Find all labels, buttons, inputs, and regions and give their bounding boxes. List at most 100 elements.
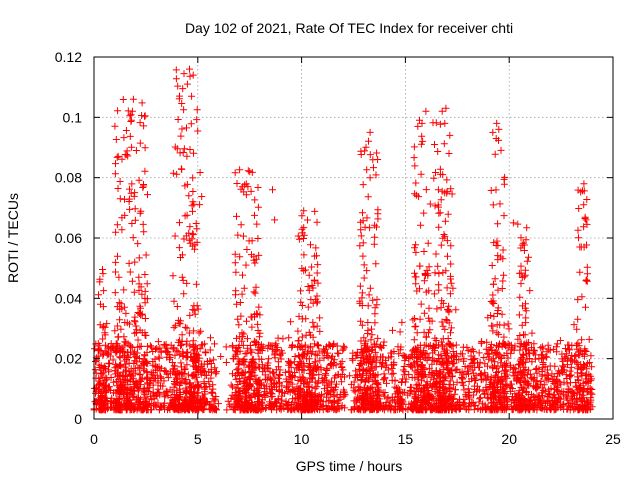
- data-point: [573, 325, 581, 333]
- data-point: [565, 399, 573, 407]
- data-point: [300, 207, 308, 215]
- data-point: [118, 383, 126, 391]
- data-point: [130, 360, 138, 367]
- data-point: [575, 406, 583, 413]
- data-point: [273, 383, 280, 391]
- data-point: [499, 246, 507, 254]
- data-point: [179, 276, 187, 284]
- data-point: [395, 350, 403, 358]
- data-point: [402, 375, 410, 383]
- data-point: [241, 374, 249, 382]
- data-point: [495, 330, 503, 338]
- data-point: [493, 342, 501, 349]
- data-point: [574, 351, 582, 359]
- data-point: [493, 401, 501, 409]
- data-point: [132, 379, 140, 387]
- data-point: [574, 377, 582, 385]
- data-point: [416, 355, 424, 363]
- data-point: [143, 280, 151, 288]
- data-point: [318, 349, 326, 357]
- data-point: [447, 324, 455, 332]
- data-point: [519, 302, 526, 310]
- data-point: [432, 169, 439, 176]
- data-point: [446, 131, 454, 139]
- data-point: [411, 374, 419, 382]
- data-point: [426, 200, 434, 208]
- data-point: [254, 203, 262, 211]
- data-point: [231, 169, 239, 177]
- data-point: [116, 394, 123, 402]
- data-point: [188, 235, 196, 243]
- data-point: [531, 384, 539, 392]
- data-point: [493, 321, 501, 329]
- data-point: [126, 341, 134, 349]
- data-point: [461, 363, 469, 370]
- data-point: [361, 377, 369, 385]
- data-point: [141, 294, 149, 302]
- data-point: [213, 406, 220, 414]
- data-point: [189, 230, 197, 238]
- data-point: [244, 363, 252, 371]
- data-point: [235, 321, 243, 329]
- data-point: [367, 398, 375, 406]
- data-point: [525, 382, 533, 390]
- data-point: [307, 391, 314, 399]
- data-point: [564, 341, 572, 349]
- data-point: [465, 393, 473, 401]
- data-point: [346, 372, 354, 380]
- data-point: [430, 290, 438, 298]
- data-point: [491, 379, 499, 387]
- data-point: [495, 351, 503, 359]
- data-point: [298, 333, 306, 341]
- data-point: [193, 404, 201, 412]
- data-point: [557, 395, 565, 403]
- data-point: [425, 263, 433, 271]
- data-point: [131, 329, 139, 337]
- data-point: [136, 310, 143, 317]
- data-point: [517, 234, 525, 242]
- data-point: [204, 358, 211, 365]
- data-point: [574, 339, 582, 347]
- data-point: [420, 328, 428, 336]
- data-point: [172, 374, 180, 382]
- data-point: [146, 392, 154, 400]
- data-point: [180, 106, 188, 114]
- data-point: [336, 395, 344, 403]
- data-point: [357, 317, 365, 325]
- data-point: [406, 386, 414, 394]
- data-point: [209, 404, 217, 412]
- data-point: [188, 372, 196, 379]
- data-point: [439, 269, 447, 277]
- data-point: [441, 189, 449, 197]
- data-point: [484, 373, 492, 381]
- data-point: [307, 296, 315, 304]
- data-point: [288, 374, 296, 381]
- data-point: [206, 382, 214, 390]
- data-point: [240, 284, 248, 292]
- data-point: [141, 144, 149, 152]
- data-point: [202, 349, 210, 357]
- data-point: [276, 371, 284, 379]
- data-point: [118, 372, 126, 380]
- data-point: [293, 365, 301, 373]
- data-point: [132, 329, 140, 337]
- data-point: [280, 404, 288, 412]
- x-tick-label: 10: [294, 431, 310, 447]
- data-point: [304, 216, 311, 224]
- data-point: [494, 252, 502, 260]
- data-point: [251, 211, 258, 219]
- data-point: [490, 239, 498, 247]
- data-point: [171, 232, 179, 240]
- data-point: [488, 406, 495, 414]
- data-point: [567, 363, 575, 371]
- data-point: [443, 176, 451, 184]
- data-point: [351, 388, 359, 396]
- data-point: [523, 257, 531, 265]
- data-point: [544, 366, 551, 374]
- data-point: [298, 366, 306, 373]
- data-point: [248, 348, 256, 356]
- data-point: [252, 283, 260, 291]
- data-point: [493, 329, 501, 337]
- data-point: [233, 180, 241, 187]
- data-point: [553, 340, 561, 348]
